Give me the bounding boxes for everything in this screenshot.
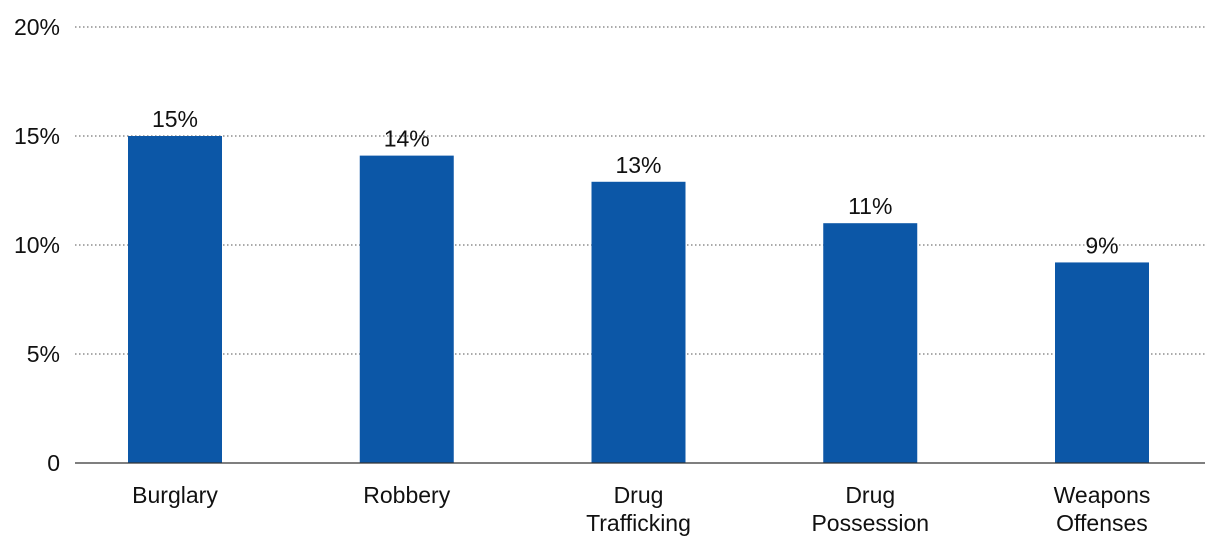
category-label: Robbery [363, 482, 450, 508]
data-label: 11% [848, 193, 892, 219]
category-label-line: Offenses [1056, 510, 1148, 536]
bar [591, 181, 686, 463]
data-label: 15% [152, 106, 198, 132]
bar [1055, 262, 1149, 463]
category-label-line: Robbery [363, 482, 450, 508]
data-labels: 15% 14% 13% 11% 9% [152, 106, 1119, 258]
category-label-line: Trafficking [586, 510, 691, 536]
category-label: Burglary [132, 482, 218, 508]
category-label: Weapons Offenses [1054, 482, 1151, 536]
y-tick-label: 5% [27, 341, 60, 367]
bar [359, 155, 454, 463]
category-label: Drug Possession [811, 482, 929, 536]
category-label-line: Drug [614, 482, 664, 508]
bars [128, 136, 1149, 463]
y-axis-tick-labels: 0 5% 10% 15% 20% [14, 14, 60, 476]
category-label-line: Drug [845, 482, 895, 508]
data-label: 9% [1085, 232, 1118, 258]
y-tick-label: 0 [47, 450, 60, 476]
bar [823, 223, 918, 463]
category-label-line: Weapons [1054, 482, 1151, 508]
y-tick-label: 10% [14, 232, 60, 258]
category-label-line: Burglary [132, 482, 218, 508]
data-label: 14% [384, 126, 430, 152]
y-tick-label: 20% [14, 14, 60, 40]
y-tick-label: 15% [14, 123, 60, 149]
category-label: Drug Trafficking [586, 482, 691, 536]
category-label-line: Possession [811, 510, 929, 536]
bar [128, 136, 222, 463]
data-label: 13% [615, 152, 661, 178]
